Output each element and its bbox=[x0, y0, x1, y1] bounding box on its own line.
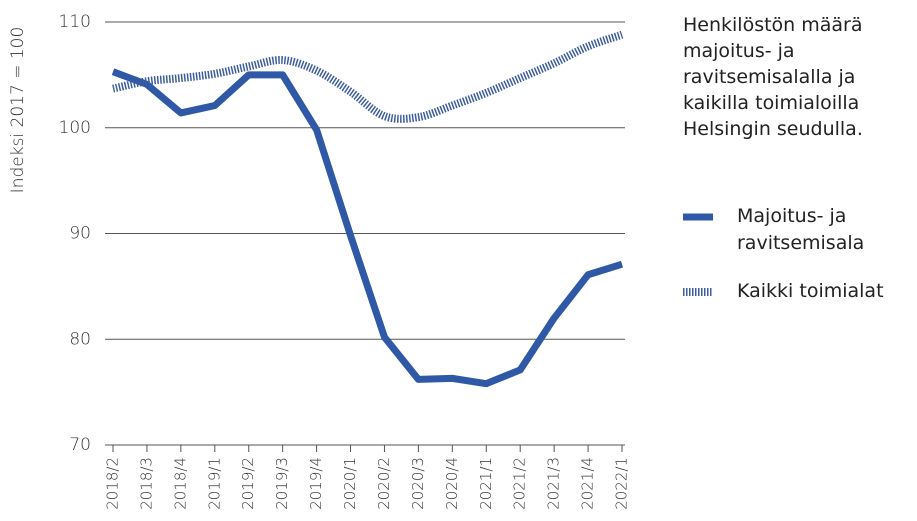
x-tick-label: 2020/1 bbox=[341, 457, 359, 510]
chart-title: Henkilöstön määrä majoitus- ja ravitsemi… bbox=[683, 14, 863, 140]
x-tick-label: 2018/3 bbox=[137, 457, 155, 510]
x-tick-label: 2019/4 bbox=[307, 457, 325, 510]
y-tick-label: 110 bbox=[59, 12, 91, 32]
x-tick-label: 2021/3 bbox=[545, 457, 563, 510]
y-tick-label: 90 bbox=[69, 224, 91, 244]
x-tick-label: 2020/4 bbox=[443, 457, 461, 510]
x-tick-label: 2019/1 bbox=[205, 457, 223, 510]
x-tick-label: 2019/3 bbox=[273, 457, 291, 510]
x-tick-label: 2019/2 bbox=[239, 457, 257, 510]
legend-label: Majoitus- ja ravitsemisala bbox=[737, 205, 865, 254]
legend-label: Kaikki toimialat bbox=[737, 280, 884, 302]
line-series bbox=[111, 68, 624, 388]
x-tick-label: 2022/1 bbox=[613, 457, 631, 510]
x-tick-label: 2021/4 bbox=[579, 457, 597, 510]
x-tick-label: 2021/1 bbox=[477, 457, 495, 510]
x-tick-label: 2021/2 bbox=[511, 457, 529, 510]
y-tick-label: 100 bbox=[59, 118, 91, 138]
y-tick-label: 70 bbox=[69, 435, 91, 455]
x-tick-label: 2020/3 bbox=[409, 457, 427, 510]
y-tick-label: 80 bbox=[69, 329, 91, 349]
line-series bbox=[112, 30, 624, 123]
x-tick-label: 2018/4 bbox=[171, 457, 189, 510]
x-tick-label: 2018/2 bbox=[104, 457, 122, 510]
x-tick-label: 2020/2 bbox=[375, 457, 393, 510]
y-axis-label: Indeksi 2017 = 100 bbox=[8, 27, 28, 194]
